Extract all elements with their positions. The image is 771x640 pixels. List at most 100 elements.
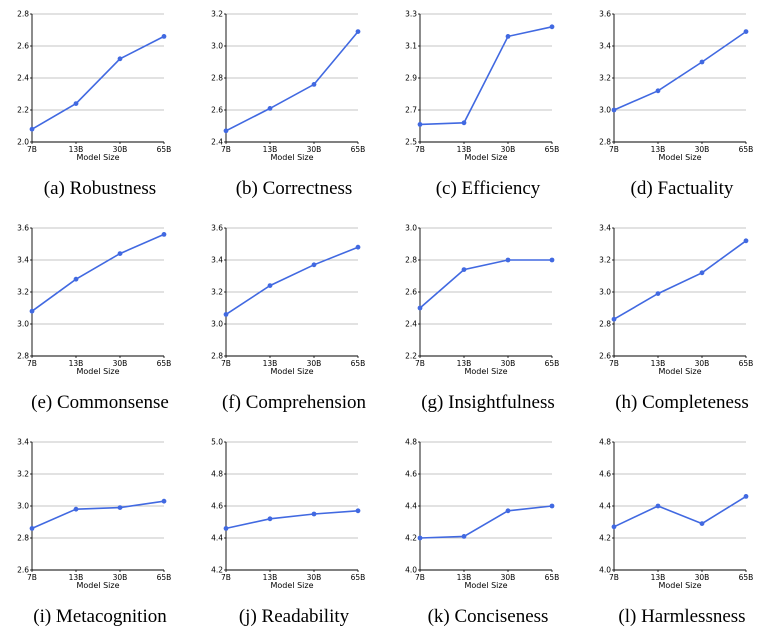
subfigure-caption: (g) Insightfulness xyxy=(421,392,555,413)
y-tick-label: 3.2 xyxy=(17,470,29,479)
y-tick-label: 3.2 xyxy=(17,288,29,297)
data-point xyxy=(223,312,229,317)
data-point xyxy=(655,503,661,509)
x-tick-label: 13B xyxy=(457,145,472,154)
x-axis-label: Model Size xyxy=(77,153,120,162)
chart-panel: 4.0 4.2 4.4 4.6 4.8 7B 13B 30B 65B Model Size (l) … xyxy=(586,434,771,640)
x-tick-label: 65B xyxy=(351,359,366,368)
data-point xyxy=(549,503,555,509)
x-tick-label: 7B xyxy=(415,359,425,368)
x-tick-label: 13B xyxy=(263,573,278,582)
data-point xyxy=(655,88,661,94)
chart-panel: 2.6 2.8 3.0 3.2 3.4 7B 13B 30B 65B Model Size (h) … xyxy=(586,220,771,426)
x-tick-label: 7B xyxy=(27,573,37,582)
y-tick-label: 3.2 xyxy=(211,10,223,19)
y-tick-label: 3.4 xyxy=(17,438,29,447)
data-point xyxy=(699,59,705,65)
y-tick-label: 2.8 xyxy=(211,352,223,361)
data-point xyxy=(73,276,79,282)
data-point xyxy=(461,120,467,126)
chart-panel: 2.8 3.0 3.2 3.4 3.6 7B 13B 30B 65B Model Size (e) … xyxy=(4,220,196,426)
data-point xyxy=(549,257,555,263)
data-point xyxy=(223,526,229,531)
y-tick-label: 4.2 xyxy=(405,534,417,543)
x-tick-label: 65B xyxy=(157,359,172,368)
series-line xyxy=(225,510,359,530)
x-tick-label: 30B xyxy=(501,359,516,368)
y-tick-label: 4.8 xyxy=(211,470,223,479)
y-tick-label: 3.6 xyxy=(599,10,611,19)
data-point xyxy=(29,308,35,314)
data-point xyxy=(161,498,167,504)
x-tick-label: 13B xyxy=(263,359,278,368)
y-tick-label: 4.4 xyxy=(211,534,223,543)
chart-panel: 2.8 3.0 3.2 3.4 3.6 7B 13B 30B 65B Model Size (d) … xyxy=(586,6,771,212)
y-tick-label: 3.2 xyxy=(599,74,611,83)
x-tick-label: 30B xyxy=(501,145,516,154)
x-tick-label: 30B xyxy=(307,359,322,368)
line-chart: 2.2 2.4 2.6 2.8 3.0 7B 13B 30B 65B Model Size xyxy=(405,224,560,377)
line-chart: 2.5 2.7 2.9 3.1 3.3 7B 13B 30B 65B Model Size xyxy=(405,10,559,163)
subfigure-caption: (k) Conciseness xyxy=(427,606,549,627)
data-point xyxy=(311,82,317,87)
x-tick-label: 7B xyxy=(609,145,619,154)
y-tick-label: 2.8 xyxy=(599,320,611,329)
data-point xyxy=(611,107,617,113)
data-point xyxy=(355,244,361,250)
x-axis-label: Model Size xyxy=(271,367,314,376)
y-tick-label: 2.8 xyxy=(599,138,611,147)
x-tick-label: 30B xyxy=(113,573,128,582)
series-line xyxy=(419,505,553,539)
data-point xyxy=(355,29,361,34)
y-tick-label: 3.2 xyxy=(211,288,223,297)
data-point xyxy=(699,270,705,276)
y-tick-label: 4.0 xyxy=(405,566,417,575)
x-tick-label: 13B xyxy=(263,145,278,154)
x-tick-label: 30B xyxy=(501,573,516,582)
y-tick-label: 3.6 xyxy=(17,224,29,233)
subfigure-caption: (d) Factuality xyxy=(630,178,734,199)
data-point xyxy=(743,238,749,244)
x-tick-label: 65B xyxy=(157,145,172,154)
x-tick-label: 13B xyxy=(457,573,472,582)
subfigure-caption: (a) Robustness xyxy=(43,178,157,199)
chart-panel: 2.2 2.4 2.6 2.8 3.0 7B 13B 30B 65B Model Size (g) … xyxy=(392,220,584,426)
y-tick-label: 4.8 xyxy=(405,438,417,447)
subfigure-caption: (l) Harmlessness xyxy=(618,606,746,627)
subfigure-caption: (b) Correctness xyxy=(235,178,353,199)
x-axis-label: Model Size xyxy=(271,581,314,590)
y-tick-label: 3.3 xyxy=(405,10,417,19)
data-point xyxy=(461,267,467,272)
x-axis-label: Model Size xyxy=(465,153,508,162)
x-tick-label: 30B xyxy=(113,359,128,368)
y-tick-label: 3.4 xyxy=(599,224,611,233)
chart-grid: 2.0 2.2 2.4 2.6 2.8 7B 13B 30B 65B Model Size (a) … xyxy=(4,6,771,628)
data-point xyxy=(29,126,35,132)
data-point xyxy=(461,534,467,539)
data-point xyxy=(311,511,317,517)
x-tick-label: 7B xyxy=(221,145,231,154)
subfigure-caption: (i) Metacognition xyxy=(33,606,167,627)
y-tick-label: 2.8 xyxy=(17,534,29,543)
x-tick-label: 7B xyxy=(415,145,425,154)
data-point xyxy=(611,524,617,530)
x-axis-label: Model Size xyxy=(77,581,120,590)
x-tick-label: 7B xyxy=(27,145,37,154)
y-tick-label: 2.0 xyxy=(17,138,29,147)
data-point xyxy=(117,251,123,256)
y-tick-label: 2.2 xyxy=(17,106,29,115)
data-point xyxy=(549,24,555,30)
y-tick-label: 4.2 xyxy=(599,534,611,543)
x-tick-label: 30B xyxy=(307,145,322,154)
data-point xyxy=(117,505,123,510)
line-chart: 2.6 2.8 3.0 3.2 3.4 7B 13B 30B 65B Model Size xyxy=(599,224,753,377)
x-axis-label: Model Size xyxy=(77,367,120,376)
series-line xyxy=(225,246,359,316)
x-tick-label: 7B xyxy=(27,359,37,368)
data-point xyxy=(117,56,123,62)
subfigure-caption: (f) Comprehension xyxy=(221,392,367,413)
x-tick-label: 65B xyxy=(545,359,560,368)
data-point xyxy=(161,34,167,39)
line-chart: 2.8 3.0 3.2 3.4 3.6 7B 13B 30B 65B Model Size xyxy=(17,224,172,377)
y-tick-label: 3.0 xyxy=(211,320,223,329)
